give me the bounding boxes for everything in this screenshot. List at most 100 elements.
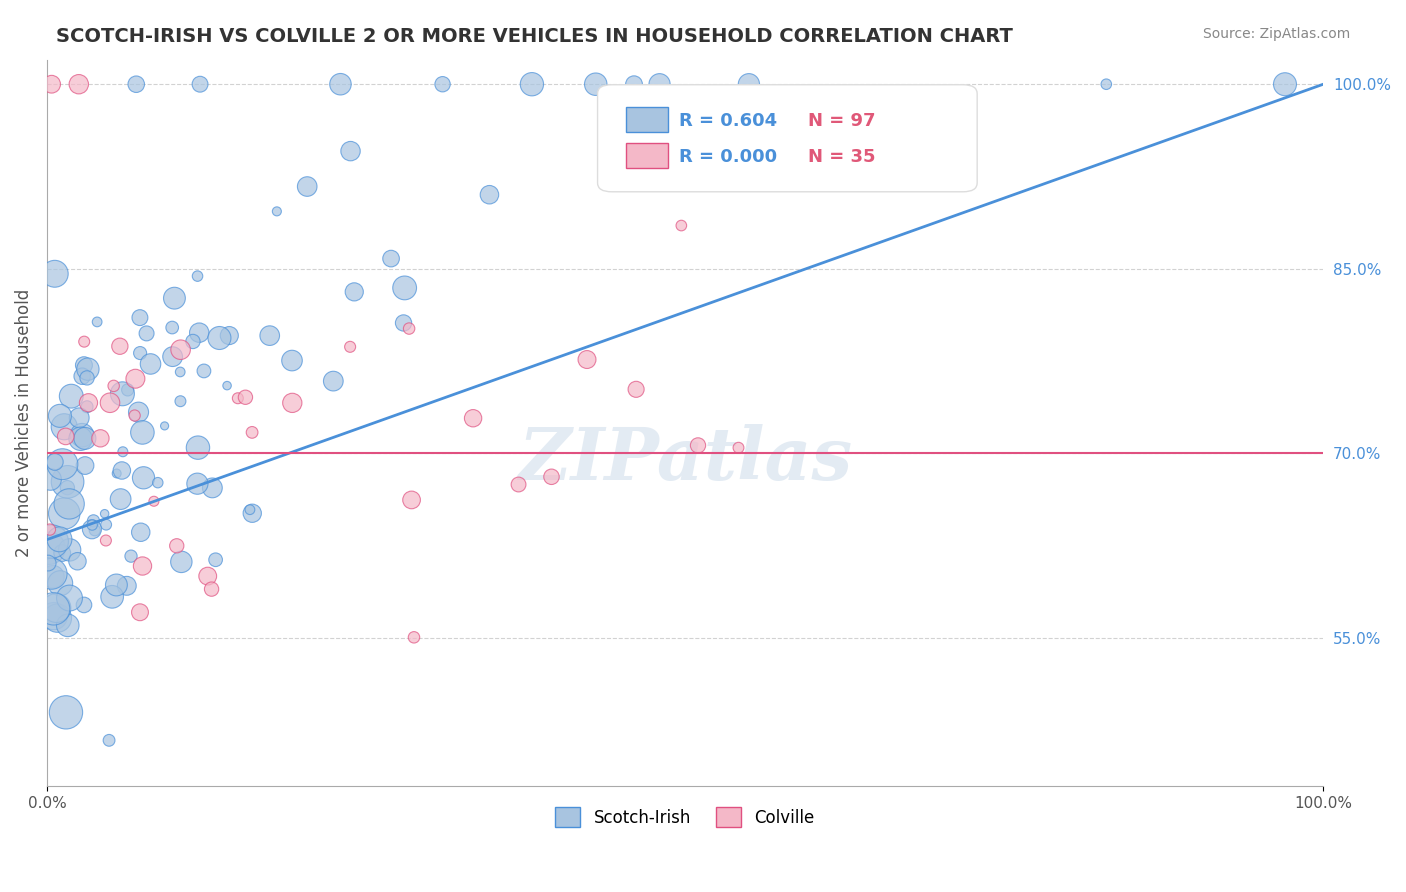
- Point: [394, 281, 416, 295]
- Point: [82, 518, 104, 533]
- Point: [94, 517, 117, 532]
- Point: [461, 411, 484, 425]
- Point: [170, 555, 193, 569]
- Point: [131, 559, 153, 574]
- Point: [186, 269, 208, 284]
- Point: [51, 457, 73, 471]
- Point: [41, 77, 63, 91]
- Point: [49, 576, 72, 591]
- Point: [38, 523, 60, 537]
- Point: [66, 554, 89, 568]
- Point: [73, 358, 96, 372]
- Point: [110, 492, 132, 507]
- Point: [49, 409, 72, 423]
- Point: [86, 315, 108, 329]
- Point: [217, 378, 239, 392]
- Point: [392, 316, 415, 330]
- Point: [146, 475, 169, 490]
- Point: [70, 428, 93, 442]
- Point: [197, 569, 219, 583]
- Point: [56, 475, 79, 489]
- Point: [58, 591, 80, 605]
- Point: [188, 77, 211, 91]
- Point: [398, 321, 420, 335]
- Point: [76, 371, 98, 385]
- Point: [69, 432, 91, 446]
- Point: [111, 463, 134, 477]
- Point: [226, 391, 249, 405]
- Point: [44, 455, 66, 469]
- Point: [129, 525, 152, 540]
- Point: [162, 350, 184, 364]
- Text: R = 0.000: R = 0.000: [679, 148, 778, 166]
- Point: [42, 609, 65, 624]
- Point: [153, 418, 176, 433]
- Point: [129, 310, 152, 325]
- Point: [98, 396, 121, 410]
- Point: [76, 400, 98, 414]
- Point: [94, 533, 117, 548]
- Point: [281, 353, 304, 368]
- Point: [60, 389, 83, 403]
- Point: [70, 369, 93, 384]
- Point: [77, 396, 100, 410]
- Point: [208, 331, 231, 345]
- Point: [163, 291, 186, 305]
- Point: [1274, 77, 1296, 91]
- Point: [108, 339, 131, 353]
- Text: R = 0.604: R = 0.604: [679, 112, 778, 130]
- Point: [56, 618, 79, 632]
- Legend: Scotch-Irish, Colville: Scotch-Irish, Colville: [547, 798, 823, 836]
- Point: [193, 364, 215, 378]
- Point: [51, 546, 73, 560]
- Point: [42, 569, 65, 583]
- Point: [39, 472, 62, 486]
- Point: [129, 346, 152, 360]
- Text: Source: ZipAtlas.com: Source: ZipAtlas.com: [1202, 27, 1350, 41]
- Point: [235, 390, 257, 404]
- Point: [671, 219, 693, 233]
- Point: [160, 320, 183, 334]
- Point: [738, 77, 761, 91]
- Point: [117, 383, 139, 397]
- Point: [297, 179, 319, 194]
- Point: [585, 77, 607, 91]
- Point: [41, 534, 63, 549]
- Point: [77, 362, 100, 376]
- Point: [432, 77, 454, 91]
- Point: [67, 410, 90, 425]
- Point: [169, 365, 191, 379]
- Point: [73, 431, 96, 445]
- Point: [48, 533, 70, 547]
- Point: [239, 502, 262, 516]
- Point: [53, 419, 76, 434]
- Point: [37, 556, 59, 570]
- Point: [58, 497, 80, 511]
- Point: [56, 481, 79, 495]
- Point: [686, 438, 709, 452]
- Point: [540, 470, 562, 484]
- Point: [125, 77, 148, 91]
- Y-axis label: 2 or more Vehicles in Household: 2 or more Vehicles in Household: [15, 289, 32, 557]
- Point: [181, 334, 204, 349]
- Point: [111, 386, 134, 401]
- Point: [139, 357, 162, 371]
- Point: [322, 374, 344, 388]
- Point: [115, 579, 138, 593]
- Point: [240, 506, 263, 520]
- Point: [623, 77, 645, 91]
- Point: [59, 542, 82, 557]
- Point: [80, 522, 103, 536]
- Point: [105, 578, 128, 592]
- Point: [259, 328, 281, 343]
- Point: [83, 523, 105, 537]
- Point: [103, 379, 125, 393]
- Point: [89, 431, 111, 445]
- Point: [67, 77, 90, 91]
- Point: [186, 476, 208, 491]
- Point: [520, 77, 543, 91]
- Point: [218, 328, 240, 343]
- Point: [41, 566, 63, 581]
- Point: [380, 252, 402, 266]
- Point: [169, 343, 191, 357]
